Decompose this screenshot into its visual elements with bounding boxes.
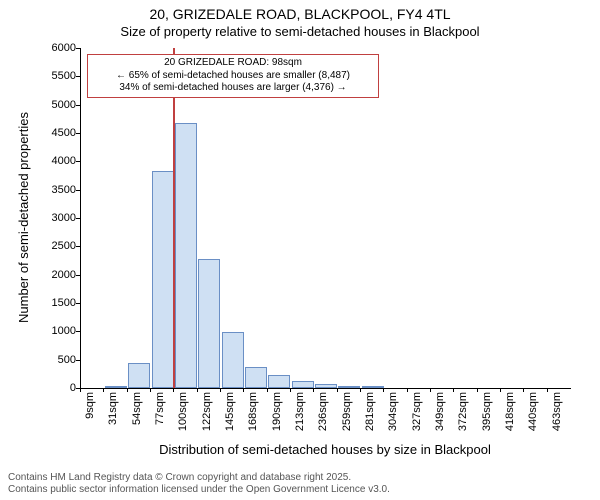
y-tick: [76, 275, 80, 276]
chart-container: 20, GRIZEDALE ROAD, BLACKPOOL, FY4 4TL S…: [0, 0, 600, 500]
x-tick: [360, 388, 361, 392]
y-tick: [76, 161, 80, 162]
x-tick-label: 395sqm: [481, 392, 493, 431]
y-tick-label: 6000: [26, 42, 76, 54]
histogram-bar: [198, 259, 220, 388]
x-tick-label: 213sqm: [294, 392, 306, 431]
annotation-line3: 34% of semi-detached houses are larger (…: [92, 82, 374, 95]
x-tick-label: 122sqm: [201, 392, 213, 431]
x-tick: [337, 388, 338, 392]
histogram-bar: [268, 375, 290, 388]
x-tick-label: 372sqm: [457, 392, 469, 431]
y-tick-label: 4000: [26, 155, 76, 167]
x-tick: [150, 388, 151, 392]
x-tick-label: 440sqm: [527, 392, 539, 431]
y-tick-label: 4500: [26, 127, 76, 139]
x-tick-label: 304sqm: [387, 392, 399, 431]
y-tick-label: 3500: [26, 184, 76, 196]
y-tick: [76, 218, 80, 219]
y-tick-label: 3000: [26, 212, 76, 224]
x-tick-label: 281sqm: [364, 392, 376, 431]
x-tick: [290, 388, 291, 392]
y-tick: [76, 76, 80, 77]
y-tick: [76, 190, 80, 191]
y-tick: [76, 360, 80, 361]
x-tick: [220, 388, 221, 392]
annotation-line1: 20 GRIZEDALE ROAD: 98sqm: [92, 57, 374, 70]
footer-attribution: Contains HM Land Registry data © Crown c…: [8, 472, 390, 496]
y-tick: [76, 331, 80, 332]
x-tick-label: 463sqm: [551, 392, 563, 431]
histogram-bar: [128, 363, 150, 388]
chart-title-line2: Size of property relative to semi-detach…: [0, 24, 600, 39]
x-tick: [407, 388, 408, 392]
histogram-bar: [222, 332, 244, 388]
footer-line1: Contains HM Land Registry data © Crown c…: [8, 472, 390, 484]
x-tick: [197, 388, 198, 392]
x-tick-label: 9sqm: [84, 392, 96, 419]
x-tick: [453, 388, 454, 392]
footer-line2: Contains public sector information licen…: [8, 484, 390, 496]
x-tick: [80, 388, 81, 392]
x-tick: [243, 388, 244, 392]
x-tick: [383, 388, 384, 392]
y-tick-label: 5000: [26, 99, 76, 111]
y-tick-label: 2500: [26, 240, 76, 252]
histogram-bar: [175, 123, 197, 388]
x-axis-title: Distribution of semi-detached houses by …: [80, 442, 570, 457]
x-tick: [500, 388, 501, 392]
plot-area: 20 GRIZEDALE ROAD: 98sqm ← 65% of semi-d…: [80, 48, 571, 389]
y-tick-label: 2000: [26, 269, 76, 281]
histogram-bar: [315, 384, 337, 388]
x-tick-label: 418sqm: [504, 392, 516, 431]
y-tick-label: 1000: [26, 325, 76, 337]
x-tick: [523, 388, 524, 392]
histogram-bar: [292, 381, 314, 388]
y-tick: [76, 246, 80, 247]
y-tick: [76, 303, 80, 304]
annotation-box: 20 GRIZEDALE ROAD: 98sqm ← 65% of semi-d…: [87, 54, 379, 98]
x-tick-label: 327sqm: [411, 392, 423, 431]
histogram-bar: [338, 386, 360, 388]
reference-marker-line: [173, 48, 175, 388]
x-tick-label: 100sqm: [177, 392, 189, 431]
y-tick-label: 5500: [26, 70, 76, 82]
histogram-bar: [362, 386, 384, 388]
y-tick: [76, 133, 80, 134]
x-tick: [103, 388, 104, 392]
annotation-line2: ← 65% of semi-detached houses are smalle…: [92, 70, 374, 83]
x-tick: [127, 388, 128, 392]
x-tick-label: 349sqm: [434, 392, 446, 431]
histogram-bar: [245, 367, 267, 388]
x-tick-label: 145sqm: [224, 392, 236, 431]
x-tick-label: 190sqm: [271, 392, 283, 431]
x-tick-label: 31sqm: [107, 392, 119, 425]
x-tick: [313, 388, 314, 392]
y-tick: [76, 105, 80, 106]
y-tick-label: 0: [26, 382, 76, 394]
y-tick-label: 1500: [26, 297, 76, 309]
x-tick-label: 259sqm: [341, 392, 353, 431]
x-tick: [267, 388, 268, 392]
histogram-bar: [152, 171, 174, 388]
x-tick-label: 168sqm: [247, 392, 259, 431]
x-tick-label: 77sqm: [154, 392, 166, 425]
x-tick-label: 236sqm: [317, 392, 329, 431]
x-tick: [173, 388, 174, 392]
x-tick: [477, 388, 478, 392]
histogram-bar: [105, 386, 127, 388]
y-tick: [76, 48, 80, 49]
chart-title-line1: 20, GRIZEDALE ROAD, BLACKPOOL, FY4 4TL: [0, 6, 600, 22]
y-tick-label: 500: [26, 354, 76, 366]
x-tick: [430, 388, 431, 392]
x-tick-label: 54sqm: [131, 392, 143, 425]
x-tick: [547, 388, 548, 392]
